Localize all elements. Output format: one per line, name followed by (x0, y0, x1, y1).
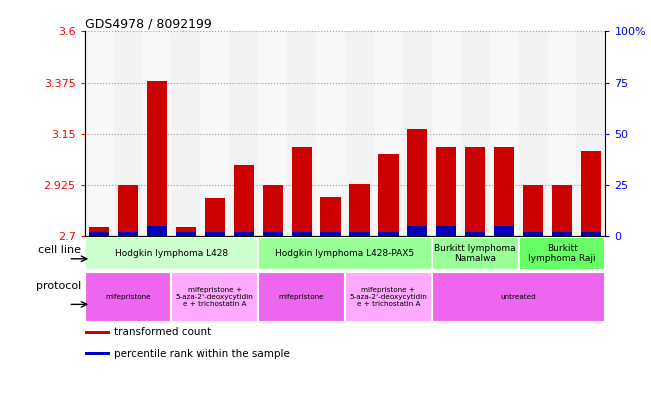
Bar (403, 31, 432, 236)
Bar (89, 232, 109, 236)
Bar (581, 232, 601, 236)
Bar (345, 31, 374, 236)
Bar (85, 352, 109, 355)
Bar (262, 232, 283, 236)
Bar (320, 232, 340, 236)
Bar (201, 31, 229, 236)
Bar (89, 227, 109, 236)
Bar (552, 232, 572, 236)
Bar (292, 147, 312, 236)
Bar (262, 185, 283, 236)
Text: mifepristone +
5-aza-2'-deoxycytidin
e + trichostatin A: mifepristone + 5-aza-2'-deoxycytidin e +… (176, 287, 254, 307)
Bar (204, 232, 225, 236)
Bar (258, 272, 345, 322)
Bar (204, 198, 225, 236)
Bar (547, 31, 577, 236)
Text: mifepristone: mifepristone (105, 294, 151, 300)
Bar (258, 31, 287, 236)
Text: transformed count: transformed count (114, 327, 211, 337)
Bar (85, 31, 113, 236)
Bar (465, 232, 486, 236)
Bar (408, 226, 428, 236)
Text: mifepristone +
5-aza-2'-deoxycytidin
e + trichostatin A: mifepristone + 5-aza-2'-deoxycytidin e +… (350, 287, 427, 307)
Bar (519, 31, 547, 236)
Bar (494, 147, 514, 236)
Bar (523, 232, 543, 236)
Bar (316, 31, 345, 236)
Bar (523, 185, 543, 236)
Bar (147, 226, 167, 236)
Bar (147, 81, 167, 236)
Text: percentile rank within the sample: percentile rank within the sample (114, 349, 290, 359)
Bar (345, 272, 432, 322)
Bar (85, 272, 171, 322)
Bar (432, 31, 461, 236)
Bar (234, 165, 254, 236)
Bar (258, 237, 432, 270)
Text: Burkitt
lymphoma Raji: Burkitt lymphoma Raji (528, 244, 596, 263)
Bar (436, 226, 456, 236)
Bar (461, 31, 490, 236)
Text: GDS4978 / 8092199: GDS4978 / 8092199 (85, 17, 212, 30)
Text: Hodgkin lymphoma L428: Hodgkin lymphoma L428 (115, 249, 228, 258)
Bar (378, 154, 398, 236)
Bar (292, 232, 312, 236)
Bar (408, 129, 428, 236)
Bar (350, 232, 370, 236)
Bar (432, 272, 605, 322)
Bar (581, 151, 601, 236)
Bar (171, 31, 201, 236)
Bar (494, 226, 514, 236)
Bar (118, 232, 138, 236)
Bar (229, 31, 258, 236)
Text: Burkitt lymphoma
Namalwa: Burkitt lymphoma Namalwa (434, 244, 516, 263)
Text: mifepristone: mifepristone (279, 294, 324, 300)
Bar (378, 232, 398, 236)
Text: protocol: protocol (36, 281, 81, 292)
Text: untreated: untreated (501, 294, 536, 300)
Bar (85, 331, 109, 334)
Text: cell line: cell line (38, 245, 81, 255)
Bar (436, 147, 456, 236)
Text: Hodgkin lymphoma L428-PAX5: Hodgkin lymphoma L428-PAX5 (275, 249, 415, 258)
Bar (350, 184, 370, 236)
Bar (176, 232, 196, 236)
Bar (552, 185, 572, 236)
Bar (490, 31, 519, 236)
Bar (143, 31, 171, 236)
Bar (465, 147, 486, 236)
Bar (85, 237, 258, 270)
Bar (519, 237, 605, 270)
Bar (320, 197, 340, 236)
Bar (374, 31, 403, 236)
Bar (118, 185, 138, 236)
Bar (176, 227, 196, 236)
Bar (432, 237, 519, 270)
Bar (234, 232, 254, 236)
Bar (577, 31, 605, 236)
Bar (287, 31, 316, 236)
Bar (171, 272, 258, 322)
Bar (113, 31, 143, 236)
